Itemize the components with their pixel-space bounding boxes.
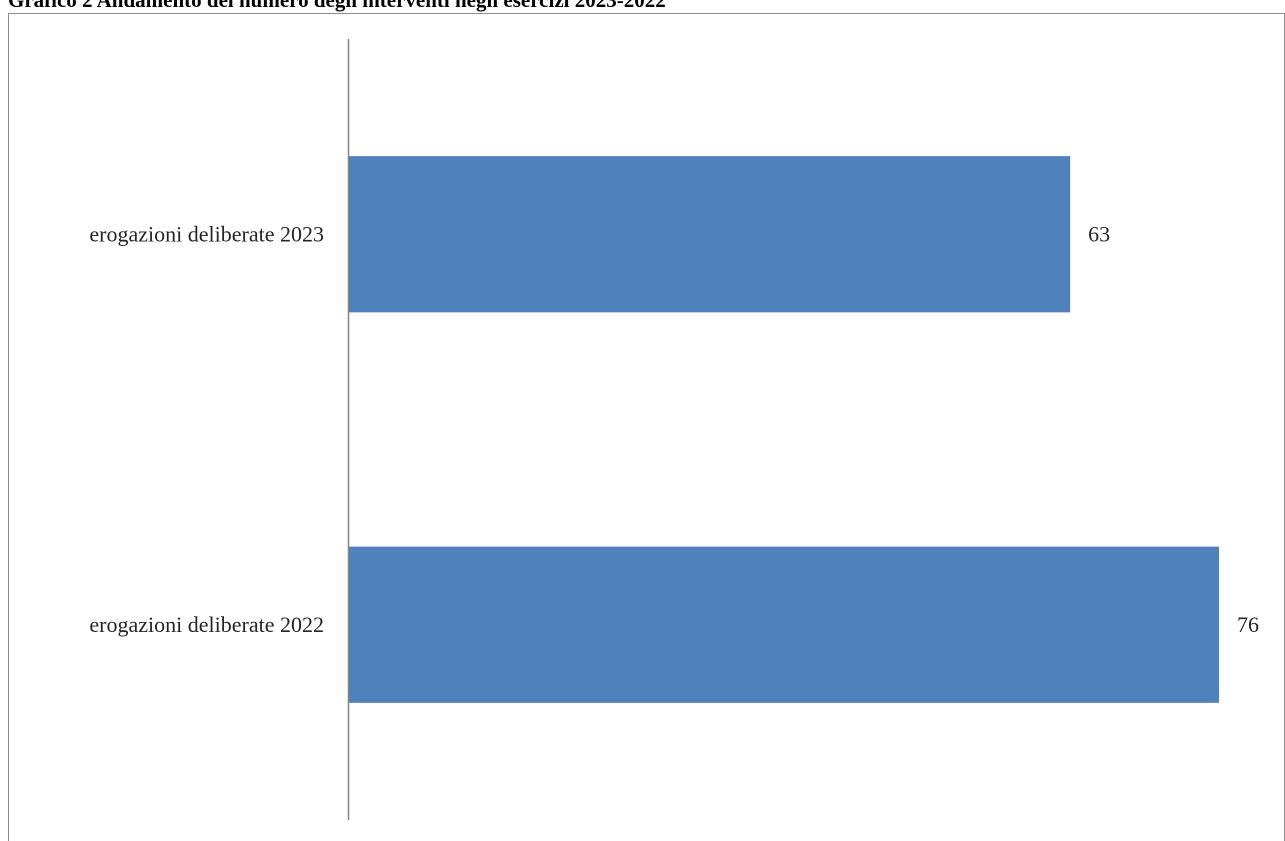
category-label-2: erogazioni deliberate 2022: [89, 612, 324, 637]
category-label-1: erogazioni deliberate 2023: [89, 221, 324, 246]
bar-2: [349, 546, 1219, 703]
bar-1: [349, 156, 1071, 313]
chart-title: Grafico 2 Andamento del numero degli int…: [8, 0, 666, 12]
bars-layer: erogazioni deliberate 2023 63 erogazioni d…: [89, 156, 1259, 703]
value-label-2: 76: [1237, 612, 1259, 637]
value-label-1: 63: [1088, 221, 1110, 246]
